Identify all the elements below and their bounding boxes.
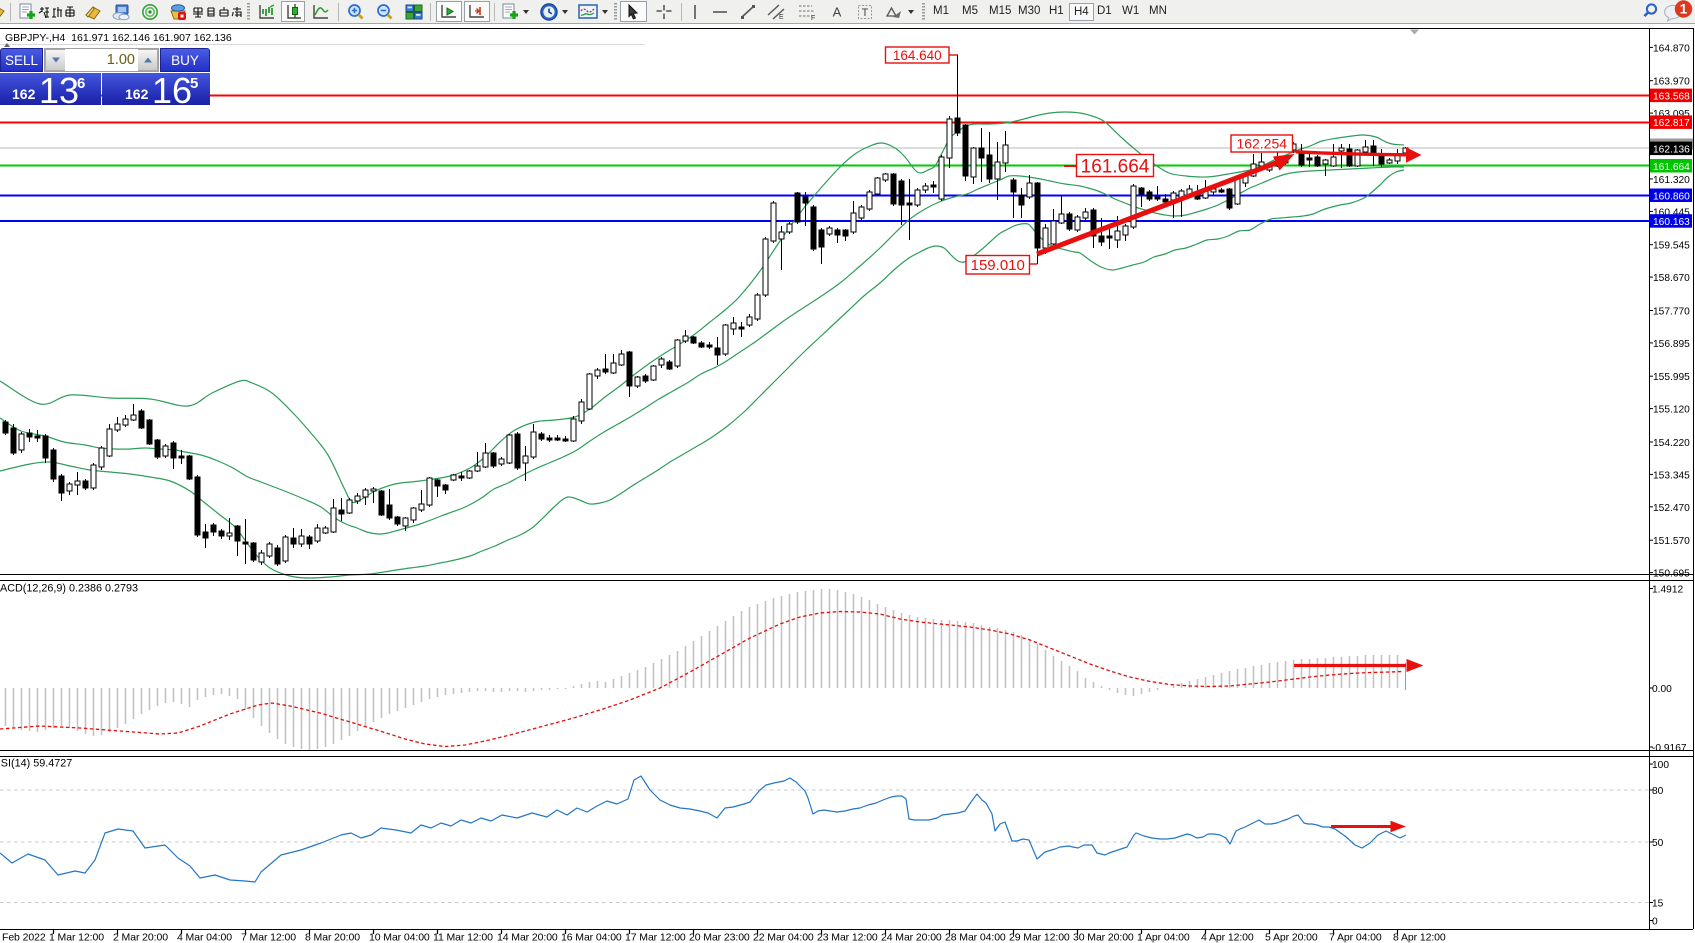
svg-text:30 Mar 20:00: 30 Mar 20:00: [1073, 932, 1134, 943]
svg-text:11 Mar 12:00: 11 Mar 12:00: [433, 932, 493, 943]
svg-text:RSI(14) 59.4727: RSI(14) 59.4727: [0, 758, 72, 770]
svg-text:162.817: 162.817: [1653, 118, 1690, 129]
svg-text:150.695: 150.695: [1653, 569, 1690, 580]
svg-text:E: E: [779, 14, 784, 21]
svg-text:160.860: 160.860: [1653, 191, 1690, 202]
svg-text:29 Mar 12:00: 29 Mar 12:00: [1009, 932, 1070, 943]
svg-text:15: 15: [1652, 899, 1664, 910]
svg-text:161.664: 161.664: [1081, 156, 1150, 177]
svg-text:17 Mar 12:00: 17 Mar 12:00: [625, 932, 686, 943]
svg-text:22 Mar 04:00: 22 Mar 04:00: [753, 932, 814, 943]
svg-text:F: F: [811, 15, 815, 21]
svg-text:163.095: 163.095: [1653, 109, 1690, 120]
svg-text:14 Mar 20:00: 14 Mar 20:00: [497, 932, 558, 943]
svg-text:100: 100: [1652, 760, 1669, 771]
svg-text:162.254: 162.254: [1236, 136, 1287, 152]
svg-text:4 Mar 04:00: 4 Mar 04:00: [177, 932, 232, 943]
svg-text:159.010: 159.010: [971, 257, 1025, 274]
svg-text:0: 0: [1652, 917, 1658, 928]
svg-text:Feb 2022: Feb 2022: [2, 932, 46, 943]
svg-text:5 Apr 20:00: 5 Apr 20:00: [1265, 932, 1318, 943]
svg-text:1 Mar 12:00: 1 Mar 12:00: [49, 932, 104, 943]
svg-text:159.545: 159.545: [1653, 241, 1690, 252]
svg-text:152.470: 152.470: [1653, 503, 1690, 514]
svg-text:4 Apr 12:00: 4 Apr 12:00: [1201, 932, 1254, 943]
svg-text:20 Mar 23:00: 20 Mar 23:00: [689, 932, 750, 943]
svg-text:10 Mar 04:00: 10 Mar 04:00: [369, 932, 430, 943]
svg-text:161.320: 161.320: [1653, 175, 1690, 186]
svg-text:158.670: 158.670: [1653, 273, 1690, 284]
svg-text:155.120: 155.120: [1653, 405, 1690, 416]
svg-text:160.445: 160.445: [1653, 207, 1690, 218]
svg-text:1: 1: [1680, 2, 1688, 17]
svg-text:24 Mar 20:00: 24 Mar 20:00: [881, 932, 942, 943]
svg-text:1 Apr 04:00: 1 Apr 04:00: [1137, 932, 1190, 943]
svg-text:162.136: 162.136: [1653, 144, 1690, 155]
svg-text:156.895: 156.895: [1653, 339, 1690, 350]
svg-text:163.970: 163.970: [1653, 77, 1690, 88]
svg-text:160.163: 160.163: [1653, 217, 1690, 228]
svg-text:163.568: 163.568: [1653, 91, 1690, 102]
svg-text:16 Mar 04:00: 16 Mar 04:00: [561, 932, 622, 943]
svg-text:155.995: 155.995: [1653, 372, 1690, 383]
svg-text:1.4912: 1.4912: [1652, 585, 1683, 596]
svg-text:7 Mar 12:00: 7 Mar 12:00: [241, 932, 296, 943]
svg-text:2 Mar 20:00: 2 Mar 20:00: [113, 932, 168, 943]
svg-text:8 Apr 12:00: 8 Apr 12:00: [1393, 932, 1446, 943]
svg-text:50: 50: [1652, 838, 1664, 849]
svg-text:23 Mar 12:00: 23 Mar 12:00: [817, 932, 878, 943]
svg-text:7 Apr 04:00: 7 Apr 04:00: [1329, 932, 1382, 943]
svg-text:154.220: 154.220: [1653, 438, 1690, 449]
svg-text:8 Mar 20:00: 8 Mar 20:00: [305, 932, 360, 943]
svg-text:161.664: 161.664: [1653, 162, 1690, 173]
svg-text:80: 80: [1652, 786, 1664, 797]
svg-text:164.870: 164.870: [1653, 43, 1690, 54]
svg-text:T: T: [862, 7, 869, 19]
svg-text:151.570: 151.570: [1653, 536, 1690, 547]
svg-text:A: A: [833, 5, 842, 20]
svg-text:MACD(12,26,9) 0.2386 0.2793: MACD(12,26,9) 0.2386 0.2793: [0, 583, 138, 595]
svg-text:28 Mar 04:00: 28 Mar 04:00: [945, 932, 1006, 943]
svg-text:164.640: 164.640: [893, 48, 942, 63]
svg-text:0.00: 0.00: [1652, 684, 1672, 695]
svg-text:157.770: 157.770: [1653, 307, 1690, 318]
svg-text:153.345: 153.345: [1653, 470, 1690, 481]
svg-text:-0.9167: -0.9167: [1652, 743, 1687, 754]
